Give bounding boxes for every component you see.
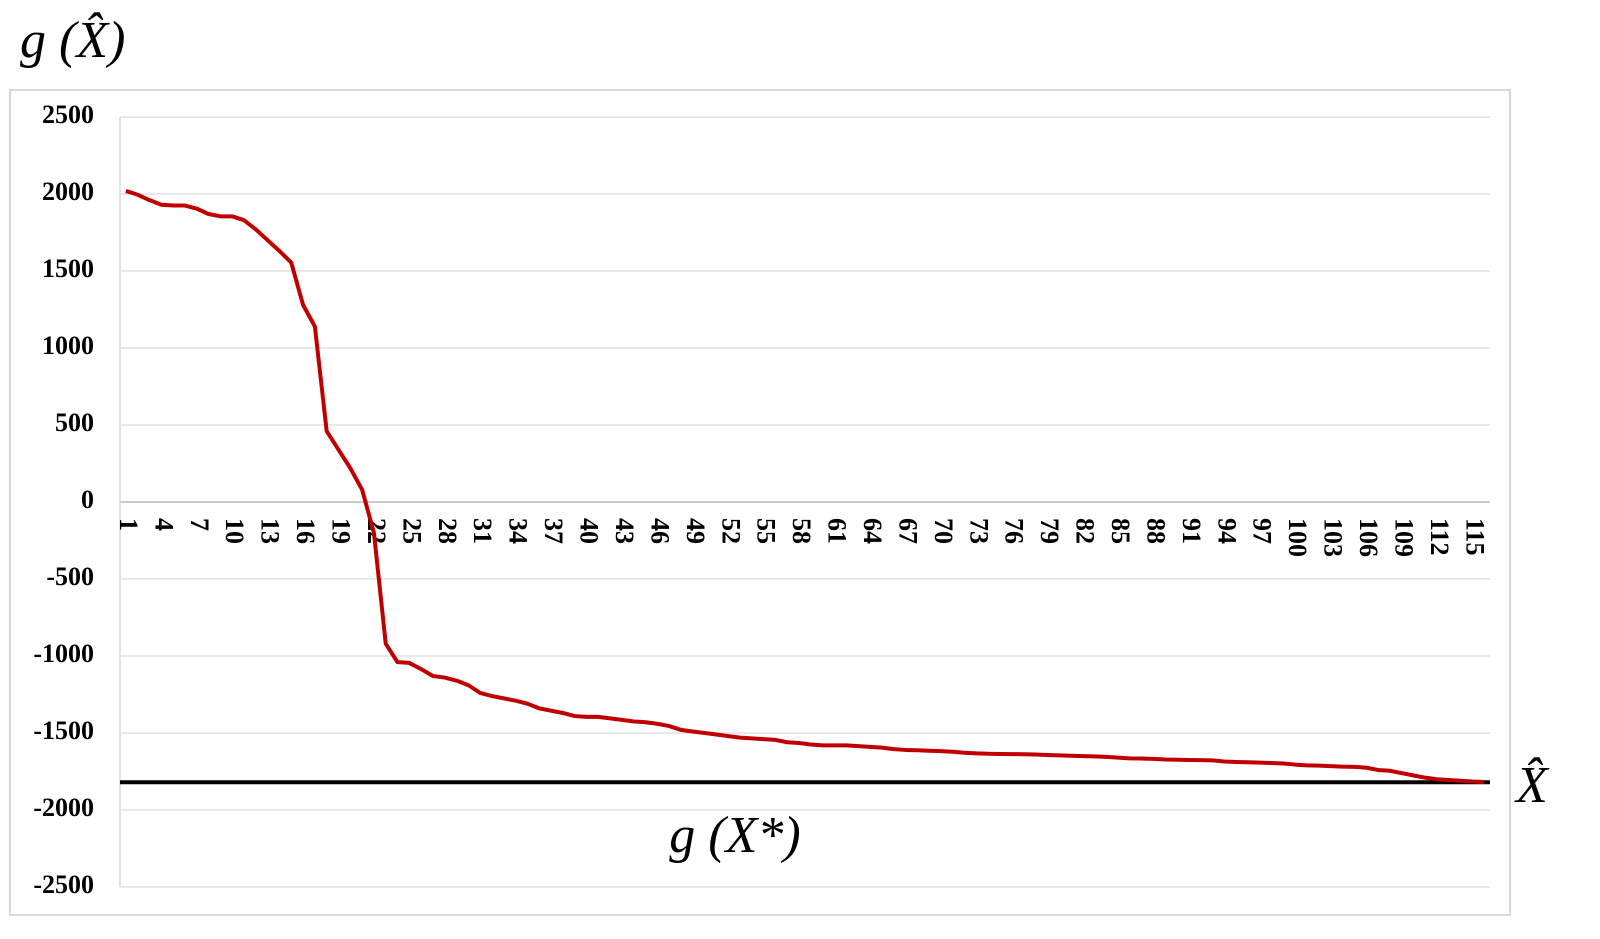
x-tick-label: 88 — [1141, 518, 1170, 544]
x-tick-label: 10 — [220, 518, 249, 544]
y-tick-label: 0 — [81, 485, 94, 514]
y-tick-label: 2500 — [42, 100, 94, 129]
x-tick-label: 94 — [1212, 518, 1241, 544]
x-tick-label: 52 — [716, 518, 745, 544]
x-tick-label: 97 — [1248, 518, 1277, 544]
y-tick-label: -2500 — [33, 870, 94, 899]
x-tick-label: 34 — [504, 518, 533, 544]
x-tick-label: 25 — [397, 518, 426, 544]
x-tick-label: 115 — [1460, 518, 1489, 556]
y-tick-label: -1500 — [33, 716, 94, 745]
x-tick-label: 85 — [1106, 518, 1135, 544]
x-tick-label: 46 — [645, 518, 674, 544]
x-tick-label: 82 — [1071, 518, 1100, 544]
y-tick-label: -1000 — [33, 639, 94, 668]
x-tick-label: 67 — [893, 518, 922, 544]
y-tick-label: 500 — [55, 408, 94, 437]
y-tick-label: -500 — [46, 562, 94, 591]
x-tick-label: 109 — [1389, 518, 1418, 557]
x-tick-label: 1 — [114, 518, 143, 531]
y-tick-label: 2000 — [42, 177, 94, 206]
x-tick-label: 79 — [1035, 518, 1064, 544]
x-tick-label: 112 — [1425, 518, 1454, 556]
x-tick-label: 61 — [823, 518, 852, 544]
y-tick-label: 1500 — [42, 254, 94, 283]
x-tick-label: 19 — [327, 518, 356, 544]
x-tick-label: 40 — [575, 518, 604, 544]
y-tick-label: 1000 — [42, 331, 94, 360]
data-line — [125, 189, 1485, 784]
x-axis-title: X̂ — [1514, 757, 1550, 814]
y-tick-label: -2000 — [33, 793, 94, 822]
x-tick-label: 16 — [291, 518, 320, 544]
x-tick-label: 106 — [1354, 518, 1383, 557]
x-tick-label: 91 — [1177, 518, 1206, 544]
x-tick-label: 4 — [149, 518, 178, 531]
x-tick-label: 76 — [1000, 518, 1029, 544]
x-tick-label: 31 — [468, 518, 497, 544]
x-tick-label: 70 — [929, 518, 958, 544]
x-tick-label: 58 — [787, 518, 816, 544]
x-tick-label: 28 — [433, 518, 462, 544]
x-tick-label: 103 — [1319, 518, 1348, 557]
x-tick-label: 55 — [752, 518, 781, 544]
reference-line-label: g (X*) — [669, 807, 800, 864]
x-tick-label: 43 — [610, 518, 639, 544]
y-axis-title: g (X̂) — [20, 12, 125, 69]
x-tick-label: 13 — [256, 518, 285, 544]
x-tick-label: 37 — [539, 518, 568, 544]
x-tick-label: 73 — [964, 518, 993, 544]
x-tick-label: 64 — [858, 518, 887, 544]
x-tick-label: 100 — [1283, 518, 1312, 557]
x-tick-label: 7 — [185, 518, 214, 531]
x-tick-label: 49 — [681, 518, 710, 544]
